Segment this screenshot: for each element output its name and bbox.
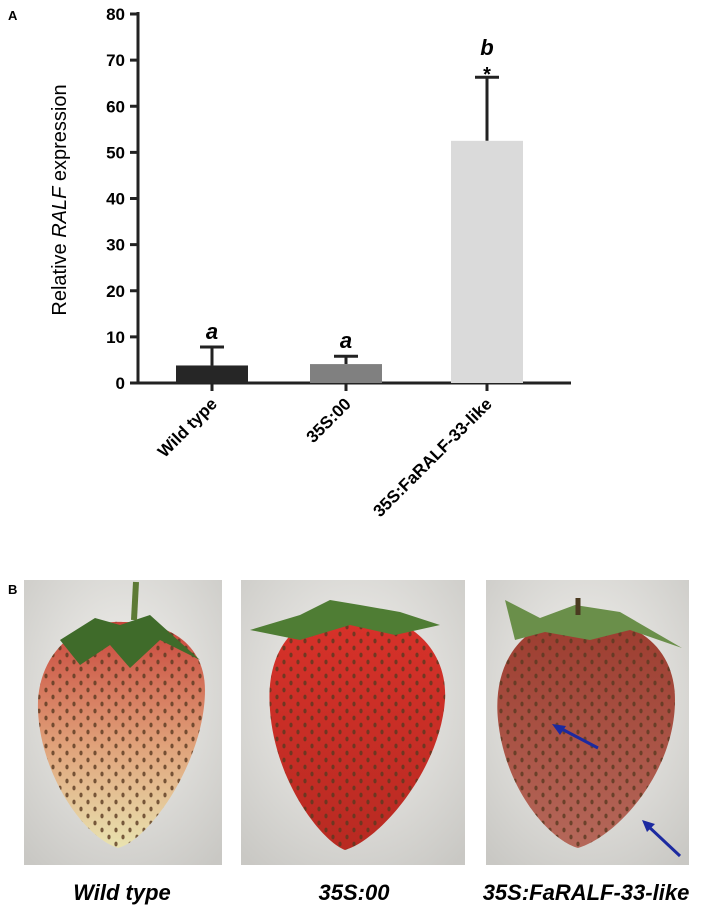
- photo: [24, 580, 222, 865]
- significance-letter: a: [340, 328, 352, 353]
- photo-caption: Wild type: [73, 880, 171, 905]
- y-tick-label: 0: [116, 374, 125, 393]
- photo: [486, 580, 689, 865]
- significance-letter: b: [480, 35, 493, 60]
- y-tick-label: 80: [106, 5, 125, 24]
- photo-caption: 35S:00: [319, 880, 391, 905]
- y-tick-label: 60: [106, 97, 125, 116]
- x-tick-label: 35S:FaRALF-33-like: [369, 394, 495, 520]
- y-label-part: expression: [49, 84, 71, 181]
- panel-label: A: [8, 8, 18, 23]
- significance-letter: a: [206, 319, 218, 344]
- y-tick-label: 70: [106, 51, 125, 70]
- bar: [310, 364, 382, 383]
- y-tick-label: 50: [106, 143, 125, 162]
- y-tick-label: 10: [106, 328, 125, 347]
- panel-label: B: [8, 582, 17, 597]
- significance-star: *: [483, 64, 491, 86]
- y-tick-label: 30: [106, 236, 125, 255]
- y-tick-label: 20: [106, 282, 125, 301]
- y-axis-label: Relative RALF expression: [49, 84, 71, 315]
- y-label-part: Relative: [49, 243, 71, 315]
- x-tick-label: 35S:00: [303, 394, 355, 446]
- bar: [451, 140, 523, 383]
- photo: [241, 580, 465, 865]
- bar: [176, 365, 248, 383]
- y-label-part: RALF: [49, 185, 71, 238]
- x-tick-label: Wild type: [154, 394, 221, 461]
- photo-caption: 35S:FaRALF-33-like: [483, 880, 690, 905]
- y-tick-label: 40: [106, 190, 125, 209]
